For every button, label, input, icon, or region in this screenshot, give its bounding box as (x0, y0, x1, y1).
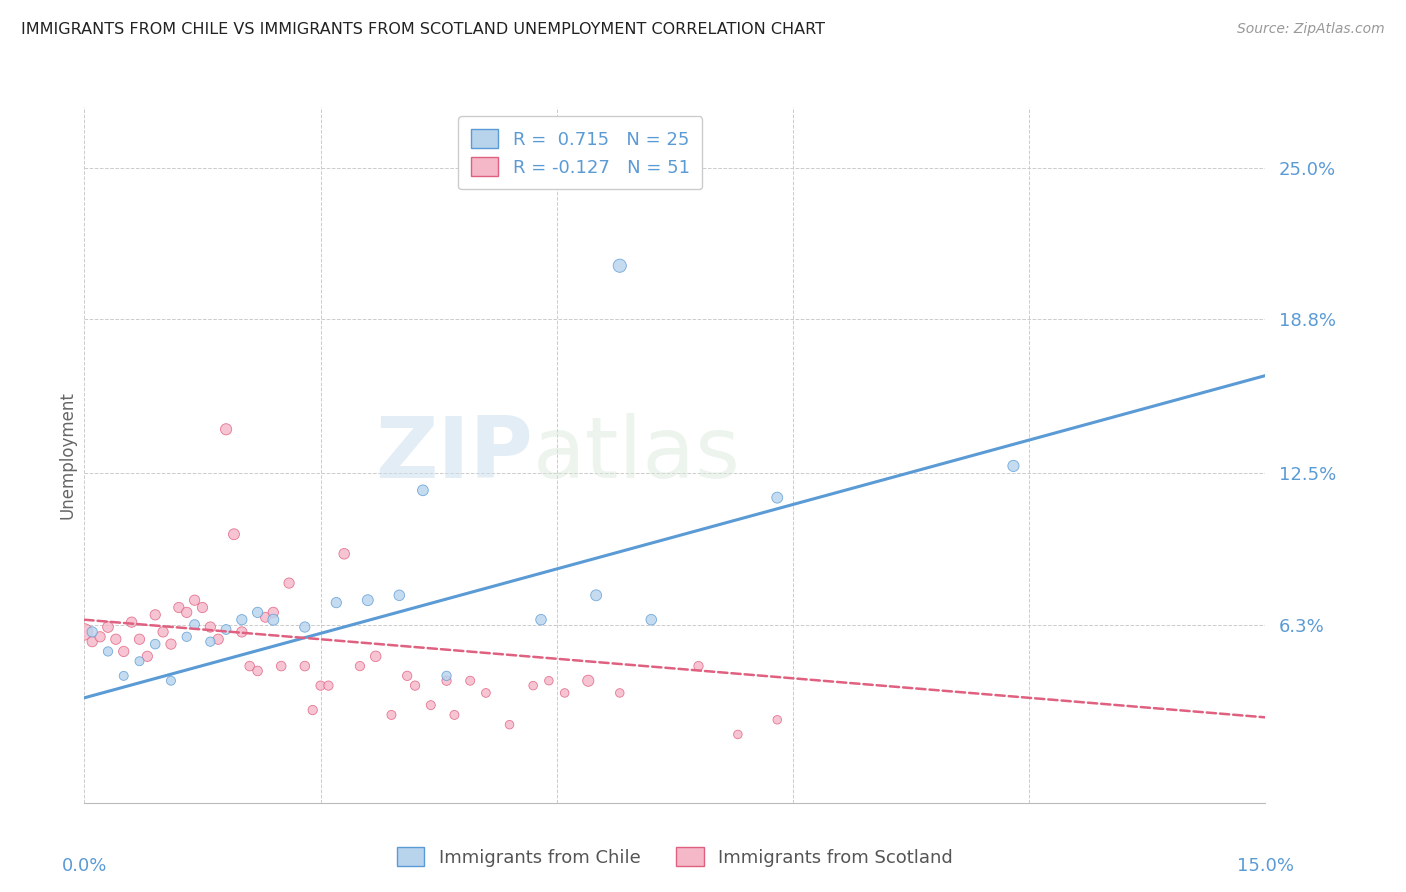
Point (176, 630, 198, 644)
Point (73, 624, 96, 639)
Point (585, 588, 607, 602)
Point (160, 673, 183, 688)
Text: 15.0%: 15.0% (1237, 856, 1294, 874)
Point (222, 527, 245, 541)
Text: Source: ZipAtlas.com: Source: ZipAtlas.com (1237, 22, 1385, 37)
Point (239, 659, 262, 673)
Point (200, 620, 222, 634)
Point (128, 654, 150, 668)
Text: atlas: atlas (533, 413, 741, 497)
Point (294, 659, 316, 673)
Point (309, 679, 332, 693)
Point (522, 679, 544, 693)
Point (609, 259, 631, 273)
Point (727, 727, 749, 741)
Point (215, 623, 238, 637)
Point (396, 669, 419, 683)
Point (82, 624, 104, 639)
Point (191, 600, 214, 615)
Point (128, 632, 150, 647)
Point (167, 600, 190, 615)
Point (301, 703, 323, 717)
Point (688, 659, 710, 673)
Point (443, 707, 465, 722)
Point (458, 673, 481, 688)
Point (183, 593, 205, 607)
Point (294, 620, 316, 634)
Point (207, 632, 229, 647)
Point (112, 644, 135, 658)
Point (262, 606, 284, 620)
Text: IMMIGRANTS FROM CHILE VS IMMIGRANTS FROM SCOTLAND UNEMPLOYMENT CORRELATION CHART: IMMIGRANTS FROM CHILE VS IMMIGRANTS FROM… (21, 22, 825, 37)
Point (246, 664, 269, 678)
Point (82, 634, 104, 648)
Point (412, 483, 434, 498)
Point (183, 617, 205, 632)
Point (436, 669, 458, 683)
Point (270, 659, 292, 673)
Point (1002, 458, 1025, 473)
Point (333, 547, 356, 561)
Point (121, 615, 143, 629)
Legend: Immigrants from Chile, Immigrants from Scotland: Immigrants from Chile, Immigrants from S… (389, 839, 960, 874)
Point (104, 632, 127, 647)
Point (278, 576, 301, 591)
Point (97, 620, 120, 634)
Point (160, 637, 183, 651)
Y-axis label: Unemployment: Unemployment (58, 391, 76, 519)
Point (475, 686, 498, 700)
Point (419, 698, 441, 713)
Point (231, 624, 253, 639)
Point (152, 624, 174, 639)
Point (176, 606, 198, 620)
Point (349, 659, 371, 673)
Point (262, 613, 284, 627)
Point (436, 673, 458, 688)
Point (143, 607, 166, 622)
Point (380, 707, 402, 722)
Point (357, 593, 380, 607)
Text: ZIP: ZIP (375, 413, 533, 497)
Point (246, 606, 269, 620)
Point (498, 717, 520, 731)
Point (215, 422, 238, 436)
Point (136, 649, 159, 664)
Point (576, 673, 599, 688)
Point (325, 596, 347, 610)
Point (318, 679, 340, 693)
Point (609, 686, 631, 700)
Point (766, 713, 789, 727)
Point (200, 634, 222, 648)
Point (530, 613, 553, 627)
Point (388, 588, 411, 602)
Point (554, 686, 576, 700)
Point (537, 673, 560, 688)
Point (254, 610, 277, 624)
Point (766, 491, 789, 505)
Text: 0.0%: 0.0% (62, 856, 107, 874)
Point (112, 669, 135, 683)
Point (143, 637, 166, 651)
Point (97, 644, 120, 658)
Point (89, 630, 111, 644)
Point (364, 649, 387, 664)
Point (231, 613, 253, 627)
Point (640, 613, 662, 627)
Point (404, 679, 426, 693)
